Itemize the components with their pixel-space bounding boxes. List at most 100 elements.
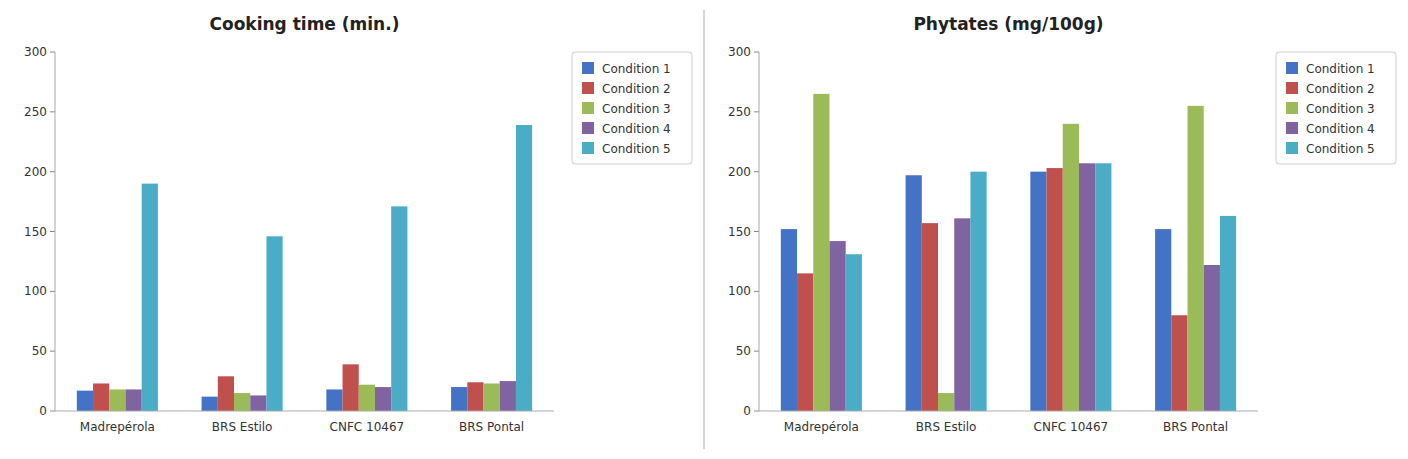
legend-label: Condition 1 xyxy=(1306,62,1375,76)
bar xyxy=(109,389,125,411)
bar xyxy=(1171,315,1187,411)
bar xyxy=(234,393,250,411)
x-tick-label: Madrepérola xyxy=(80,420,155,434)
x-tick-label: BRS Estilo xyxy=(916,420,977,434)
y-tick-label: 300 xyxy=(728,45,751,59)
bar xyxy=(829,241,845,411)
figure: Cooking time (min.) 0 50 100 150 200 250 300 Mad… xyxy=(0,0,1408,459)
x-tick-label: BRS Estilo xyxy=(212,420,273,434)
y-tick-label: 150 xyxy=(24,225,47,239)
y-tick xyxy=(754,351,759,352)
bar xyxy=(93,383,109,411)
bar xyxy=(484,383,500,411)
bar xyxy=(1155,229,1171,411)
x-tick-label: BRS Pontal xyxy=(459,420,524,434)
y-tick xyxy=(50,111,55,112)
x-tick-label: CNFC 10467 xyxy=(330,420,405,434)
legend-label: Condition 3 xyxy=(602,102,671,116)
chart-title: Cooking time (min.) xyxy=(210,14,400,34)
y-tick xyxy=(50,411,55,412)
y-tick-label: 100 xyxy=(24,284,47,298)
bar xyxy=(970,172,986,411)
y-tick xyxy=(754,171,759,172)
y-tick-label: 0 xyxy=(743,404,751,418)
y-tick-label: 150 xyxy=(728,225,751,239)
bar xyxy=(343,364,359,411)
y-tick xyxy=(754,111,759,112)
y-tick-label: 300 xyxy=(24,45,47,59)
y-tick xyxy=(50,52,55,53)
bars xyxy=(77,125,532,411)
bar xyxy=(202,397,218,411)
x-tick-label: CNFC 10467 xyxy=(1034,420,1109,434)
y-tick xyxy=(754,231,759,232)
legend-label: Condition 2 xyxy=(602,82,671,96)
legend: Condition 1 Condition 2 Condition 3 Conditi… xyxy=(572,52,692,164)
chart-panel: Phytates (mg/100g) 0 50 100 150 200 250 300 Madr… xyxy=(728,14,1396,434)
bar xyxy=(1030,172,1046,411)
legend-swatch xyxy=(582,62,594,74)
bar xyxy=(1188,106,1204,411)
bar xyxy=(516,125,532,411)
x-tick-label: Madrepérola xyxy=(784,420,859,434)
bar xyxy=(954,218,970,411)
y-tick-label: 50 xyxy=(736,344,751,358)
x-axis xyxy=(759,411,1258,412)
bar xyxy=(1047,168,1063,411)
legend-swatch xyxy=(1286,102,1298,114)
chart-panel: Cooking time (min.)050100150200250300Mad… xyxy=(24,14,692,434)
y-tick xyxy=(50,351,55,352)
chart-title: Phytates (mg/100g) xyxy=(913,14,1103,34)
y-tick xyxy=(50,231,55,232)
bar xyxy=(906,175,922,411)
legend-label: Condition 5 xyxy=(1306,142,1375,156)
y-tick xyxy=(754,411,759,412)
y-tick-label: 250 xyxy=(728,105,751,119)
bar xyxy=(1063,124,1079,411)
bar xyxy=(266,236,282,411)
bar xyxy=(781,229,797,411)
y-tick xyxy=(754,291,759,292)
y-tick-label: 250 xyxy=(24,105,47,119)
legend-label: Condition 1 xyxy=(602,62,671,76)
legend-box xyxy=(572,52,692,164)
y-tick-label: 100 xyxy=(728,284,751,298)
bar xyxy=(1079,163,1095,411)
panel-divider xyxy=(704,10,705,449)
bars xyxy=(781,94,1236,411)
legend-swatch xyxy=(582,142,594,154)
y-tick xyxy=(50,291,55,292)
bar xyxy=(250,395,266,411)
legend-label: Condition 5 xyxy=(602,142,671,156)
legend-label: Condition 4 xyxy=(1306,122,1375,136)
bar xyxy=(1220,216,1236,411)
bar xyxy=(500,381,516,411)
legend-swatch xyxy=(582,102,594,114)
legend-swatch xyxy=(1286,82,1298,94)
bar xyxy=(359,385,375,411)
legend-swatch xyxy=(582,122,594,134)
x-axis xyxy=(55,411,554,412)
bar xyxy=(375,387,391,411)
bar xyxy=(125,389,141,411)
legend-swatch xyxy=(582,82,594,94)
bar xyxy=(142,184,158,411)
bar xyxy=(797,273,813,411)
y-tick-label: 200 xyxy=(24,165,47,179)
legend-box xyxy=(1276,52,1396,164)
y-tick xyxy=(754,52,759,53)
legend-swatch xyxy=(1286,62,1298,74)
legend-swatch xyxy=(1286,142,1298,154)
bar xyxy=(1204,265,1220,411)
y-tick xyxy=(50,171,55,172)
y-tick-label: 200 xyxy=(728,165,751,179)
x-tick-label: BRS Pontal xyxy=(1163,420,1228,434)
legend-label: Condition 4 xyxy=(602,122,671,136)
bar xyxy=(391,206,407,411)
legend-label: Condition 3 xyxy=(1306,102,1375,116)
y-tick-label: 50 xyxy=(32,344,47,358)
legend-label: Condition 2 xyxy=(1306,82,1375,96)
bar xyxy=(938,393,954,411)
bar xyxy=(218,376,234,411)
y-axis xyxy=(55,52,56,411)
